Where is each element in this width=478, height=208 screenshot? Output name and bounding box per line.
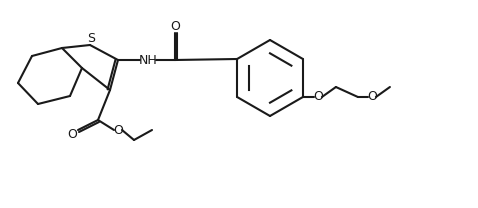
Text: S: S: [87, 32, 95, 46]
Text: NH: NH: [139, 53, 157, 67]
Text: O: O: [367, 90, 377, 104]
Text: O: O: [170, 20, 180, 32]
Text: O: O: [113, 124, 123, 136]
Text: O: O: [313, 90, 323, 104]
Text: O: O: [67, 128, 77, 140]
